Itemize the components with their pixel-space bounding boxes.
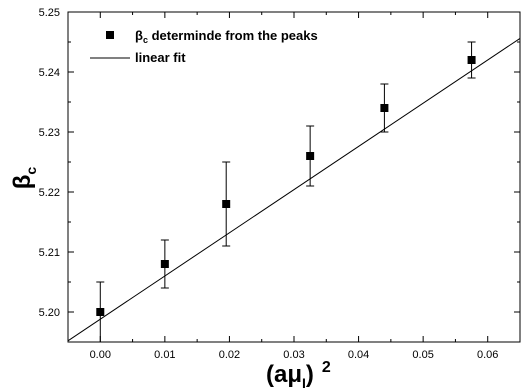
fit-line xyxy=(67,37,521,342)
fit-layer xyxy=(67,37,521,342)
errorbar-layer xyxy=(96,41,476,343)
legend-entry-points: βc determinde from the peaks xyxy=(135,28,318,45)
legend-points-rest: determinde from the peaks xyxy=(148,28,318,43)
x-axis-ticks: 0.00 0.01 0.02 0.03 0.04 0.05 0.06 xyxy=(67,12,521,361)
y-tick-label: 5.20 xyxy=(39,307,60,319)
x-axis-title-close: ) xyxy=(306,361,314,388)
x-axis-title-sup: 2 xyxy=(322,359,331,376)
y-axis-ticks: 5.20 5.21 5.22 5.23 5.24 5.25 xyxy=(39,7,520,343)
x-tick-label: 0.04 xyxy=(348,349,369,361)
data-point xyxy=(306,152,315,160)
x-axis-title: (aμI) 2 xyxy=(266,359,331,390)
x-axis-title-main: (aμ xyxy=(266,361,302,388)
y-axis-title-main: β xyxy=(9,175,36,190)
y-tick-label: 5.25 xyxy=(39,7,60,19)
data-point xyxy=(467,56,476,64)
legend: βc determinde from the peaks linear fit xyxy=(90,28,318,65)
x-tick-label: 0.06 xyxy=(477,349,498,361)
data-point xyxy=(160,260,169,268)
points-layer xyxy=(96,56,476,316)
y-tick-label: 5.24 xyxy=(39,67,60,79)
y-tick-label: 5.22 xyxy=(39,187,60,199)
x-tick-label: 0.00 xyxy=(90,349,111,361)
x-tick-label: 0.01 xyxy=(154,349,175,361)
y-axis-title: βc xyxy=(9,167,39,190)
legend-points-sub: c xyxy=(143,35,148,45)
data-point xyxy=(96,308,105,316)
plot-area: 0.00 0.01 0.02 0.03 0.04 0.05 0.06 5.205.215.2… xyxy=(39,7,521,361)
x-tick-label: 0.05 xyxy=(412,349,433,361)
y-axis-title-sub: c xyxy=(23,167,39,175)
y-tick-label: 5.21 xyxy=(39,247,60,259)
data-point xyxy=(380,104,389,112)
x-axis-title-sub: I xyxy=(302,375,306,390)
x-tick-label: 0.03 xyxy=(283,349,304,361)
x-tick-label: 0.02 xyxy=(219,349,240,361)
legend-points-main: β xyxy=(135,28,143,43)
y-tick-label: 5.23 xyxy=(39,127,60,139)
data-point xyxy=(222,200,231,208)
legend-marker-square xyxy=(106,31,114,39)
legend-entry-fit: linear fit xyxy=(135,50,186,65)
